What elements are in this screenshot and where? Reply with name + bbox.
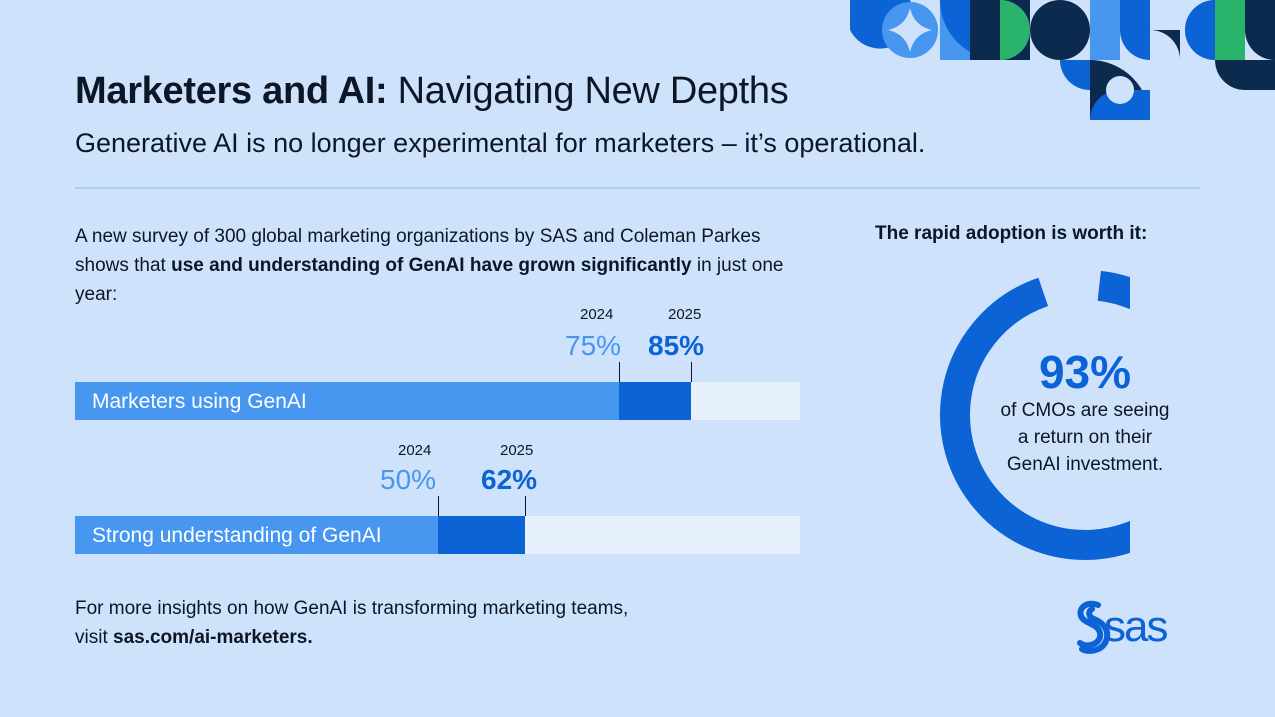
adoption-heading: The rapid adoption is worth it: bbox=[875, 223, 1148, 244]
page-title: Marketers and AI: Navigating New Depths bbox=[75, 70, 789, 113]
divider bbox=[75, 187, 1200, 189]
decorative-pattern bbox=[850, 0, 1275, 120]
bar-1-label: Marketers using GenAI bbox=[92, 390, 307, 413]
bar-1-year-old: 2024 bbox=[580, 306, 614, 323]
donut-caption: of CMOs are seeing a return on their Gen… bbox=[900, 397, 1270, 478]
sas-logo: sas bbox=[1077, 600, 1169, 654]
donut-value: 93% bbox=[1038, 346, 1132, 398]
intro-highlight: use and understanding of GenAI have grow… bbox=[171, 255, 692, 276]
bar-1-value-new: 85% bbox=[648, 330, 705, 361]
sas-logo-mark bbox=[1077, 600, 1111, 654]
footer-visit: visit bbox=[75, 627, 113, 648]
donut-caption-line-2: a return on their bbox=[1017, 427, 1153, 448]
footer-line-1: For more insights on how GenAI is transf… bbox=[75, 598, 629, 619]
intro-text: A new survey of 300 global marketing org… bbox=[75, 226, 761, 276]
donut-caption-line-1: of CMOs are seeing bbox=[1000, 400, 1170, 421]
donut-chart bbox=[940, 270, 1130, 560]
bar-2-2024 bbox=[75, 516, 438, 554]
bar-2-label: Strong understanding of GenAI bbox=[92, 524, 382, 547]
page-title-bold: Marketers and AI: bbox=[75, 70, 388, 112]
bar-2-value-new: 62% bbox=[481, 464, 538, 495]
bar-1-tick-old bbox=[618, 362, 620, 382]
donut-arc bbox=[940, 270, 1130, 560]
intro-text-end: in just one year: bbox=[75, 255, 784, 305]
donut-caption-line-3: GenAI investment. bbox=[1006, 454, 1164, 475]
bar-1-tick-new bbox=[691, 362, 693, 382]
page-title-rest: Navigating New Depths bbox=[397, 70, 789, 112]
bar-1-value-old: 75% bbox=[565, 330, 622, 361]
bar-1-2024 bbox=[75, 382, 619, 420]
bar-2-year-new: 2025 bbox=[500, 442, 534, 459]
bar-2-tick-old bbox=[437, 496, 439, 516]
sas-logo-wordmark: sas bbox=[1104, 602, 1167, 651]
footer-link[interactable]: sas.com/ai-marketers. bbox=[113, 627, 313, 648]
bar-2-year-old: 2024 bbox=[398, 442, 432, 459]
bar-2-value-old: 50% bbox=[380, 464, 437, 495]
footer-text: For more insights on how GenAI is transf… bbox=[75, 594, 628, 652]
page-subtitle: Generative AI is no longer experimental … bbox=[75, 128, 926, 158]
bar-1-year-new: 2025 bbox=[668, 306, 702, 323]
footer-line-2: visit sas.com/ai-marketers. bbox=[75, 623, 628, 652]
bar-2-tick-new bbox=[524, 496, 526, 516]
intro-paragraph: A new survey of 300 global marketing org… bbox=[75, 222, 815, 309]
